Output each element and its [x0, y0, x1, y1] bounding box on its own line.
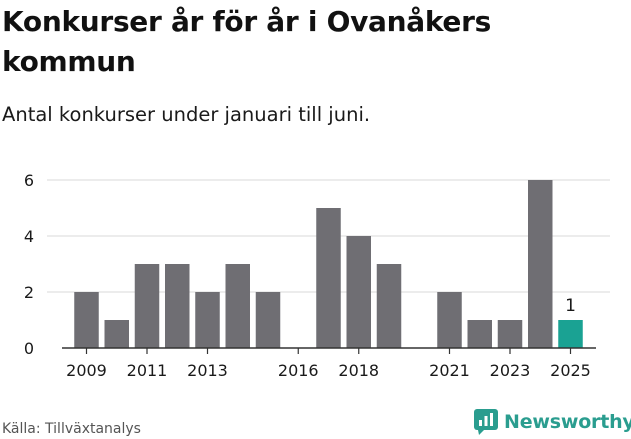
brand-name: Newsworthy	[504, 411, 631, 433]
bar	[497, 320, 523, 348]
bar	[134, 264, 160, 348]
bar-highlight	[558, 320, 583, 348]
chart-subtitle: Antal konkurser under januari till juni.	[2, 103, 371, 126]
newsworthy-brand[interactable]: Newsworthy	[474, 407, 631, 437]
bar	[528, 180, 553, 348]
bar	[346, 236, 371, 348]
source-label: Källa: Tillväxtanalys	[2, 421, 141, 437]
bar	[104, 320, 129, 348]
x-tick-label: 2021	[429, 361, 470, 380]
x-tick-label: 2025	[550, 361, 591, 380]
bar	[467, 320, 492, 348]
x-tick-label: 2009	[66, 361, 107, 380]
x-tick-label: 2013	[187, 361, 228, 380]
y-tick-label: 4	[24, 227, 34, 246]
bar	[225, 264, 250, 348]
y-tick-label: 2	[24, 283, 34, 302]
newsworthy-logo-icon	[474, 409, 498, 435]
bar	[437, 292, 462, 348]
x-tick-label: 2011	[127, 361, 168, 380]
y-tick-label: 6	[24, 171, 34, 190]
bar	[74, 292, 99, 348]
x-tick-label: 2016	[278, 361, 319, 380]
x-tick-label: 2023	[490, 361, 531, 380]
bar	[316, 208, 341, 348]
chart-title: Konkurser år för år i Ovanåkers kommun	[2, 5, 491, 78]
data-label: 1	[565, 296, 576, 316]
bar-chart: 0 2 4 6 1 2009 2011 2013 2016 2018 2021 2023 2025	[24, 171, 610, 380]
bar	[376, 264, 402, 348]
bar	[255, 292, 281, 348]
bar	[165, 264, 190, 348]
bar	[195, 292, 220, 348]
y-tick-label: 0	[24, 339, 34, 358]
x-tick-label: 2018	[338, 361, 379, 380]
